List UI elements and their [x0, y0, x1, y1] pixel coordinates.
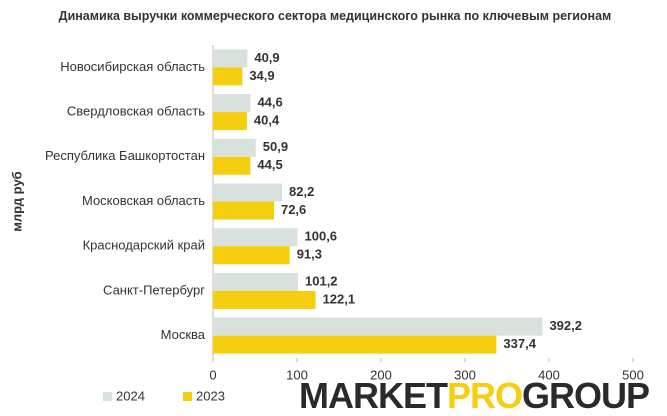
bar [213, 156, 251, 175]
logo: MARKETPROGROUP [299, 375, 649, 416]
value-label: 91,3 [297, 247, 322, 262]
bar [213, 49, 248, 68]
bar [213, 335, 497, 354]
legend-swatch [103, 392, 112, 401]
bar [213, 112, 247, 131]
y-tick-label: Москва [161, 327, 206, 342]
value-label: 40,4 [254, 113, 280, 128]
y-tick-label: Новосибирская область [60, 59, 205, 74]
y-tick-label: Краснодарский край [83, 238, 205, 253]
value-label: 122,1 [323, 291, 356, 306]
bar [213, 290, 316, 309]
bar [213, 272, 299, 291]
value-label: 392,2 [549, 318, 582, 333]
value-label: 44,6 [257, 95, 282, 110]
x-tick-label: 500 [622, 367, 644, 382]
x-tick-label: 0 [209, 367, 216, 382]
value-label: 50,9 [263, 139, 288, 154]
legend-label: 2023 [196, 388, 225, 403]
value-label: 82,2 [289, 184, 314, 199]
legend-label: 2024 [116, 388, 145, 403]
x-tick-label: 200 [370, 367, 392, 382]
chart-title: Динамика выручки коммерческого сектора м… [58, 9, 612, 23]
x-tick-label: 400 [538, 367, 560, 382]
value-label: 44,5 [257, 157, 282, 172]
y-tick-label: Московская область [82, 193, 205, 208]
bar [213, 201, 274, 220]
bar [213, 183, 283, 202]
value-label: 100,6 [305, 229, 338, 244]
logo-part: PRO [447, 375, 522, 416]
value-label: 337,4 [503, 336, 536, 351]
y-tick-label: Свердловская область [67, 104, 205, 119]
bar [213, 317, 543, 336]
bar [213, 228, 298, 247]
bar [213, 246, 290, 265]
bar [213, 138, 256, 157]
value-label: 40,9 [254, 50, 279, 65]
y-tick-label: Санкт-Петербург [103, 282, 205, 297]
logo-part: GROUP [522, 375, 649, 416]
value-label: 34,9 [249, 68, 274, 83]
logo-part: MARKET [299, 375, 448, 416]
y-axis-label: млрд руб [9, 171, 24, 231]
legend-swatch [183, 392, 192, 401]
bar [213, 94, 251, 113]
x-tick-label: 100 [286, 367, 308, 382]
value-label: 72,6 [281, 202, 306, 217]
y-tick-label: Республика Башкортостан [45, 148, 205, 163]
x-tick-label: 300 [454, 367, 476, 382]
value-label: 101,2 [305, 273, 338, 288]
bar [213, 67, 243, 86]
